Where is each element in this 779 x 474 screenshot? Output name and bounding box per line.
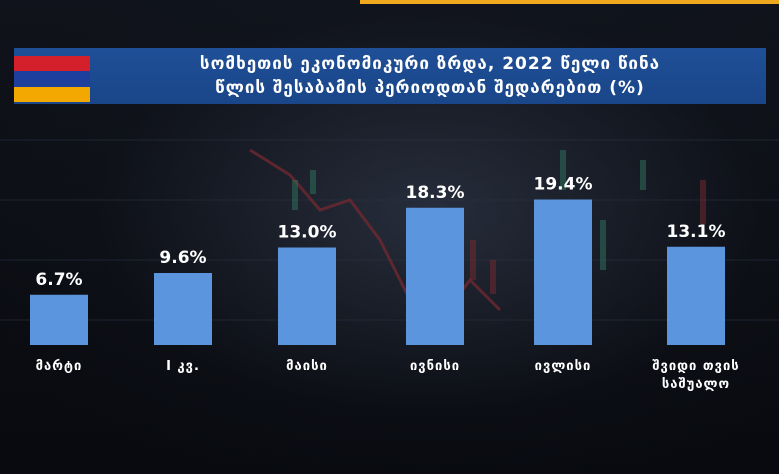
title-bar (14, 48, 766, 104)
bar-5 (667, 246, 725, 345)
data-label-1: 9.6% (159, 248, 206, 268)
bar-0 (30, 294, 88, 345)
data-label-3: 18.3% (406, 183, 465, 203)
category-label-4: ივლისი (535, 359, 592, 374)
chart-title-line-1: სომხეთის ეკონომიკური ზრდა, 2022 წელი წინ… (199, 54, 661, 74)
bar-3 (406, 207, 464, 345)
top-accent-strip (360, 0, 779, 4)
chart-title-line-2: წლის შესაბამის პერიოდთან შედარებით (%) (215, 78, 645, 98)
data-label-5: 13.1% (667, 222, 726, 242)
chart-title: სომხეთის ეკონომიკური ზრდა, 2022 წელი წინ… (100, 52, 760, 100)
data-label-2: 13.0% (278, 223, 337, 243)
category-label-2: მაისი (286, 359, 328, 374)
category-label-3: ივნისი (410, 359, 460, 374)
category-label-5-line-1: საშუალო (662, 377, 730, 392)
bar-2 (278, 247, 336, 345)
data-label-0: 6.7% (35, 270, 82, 290)
category-label-1: I კვ. (166, 359, 200, 374)
armenia-flag-icon (14, 56, 90, 102)
category-label-0: მარტი (36, 359, 83, 374)
category-label-5-line-0: შვიდი თვის (652, 359, 739, 374)
data-label-4: 19.4% (534, 175, 593, 195)
bar-4 (534, 199, 592, 345)
bar-1 (154, 273, 212, 345)
